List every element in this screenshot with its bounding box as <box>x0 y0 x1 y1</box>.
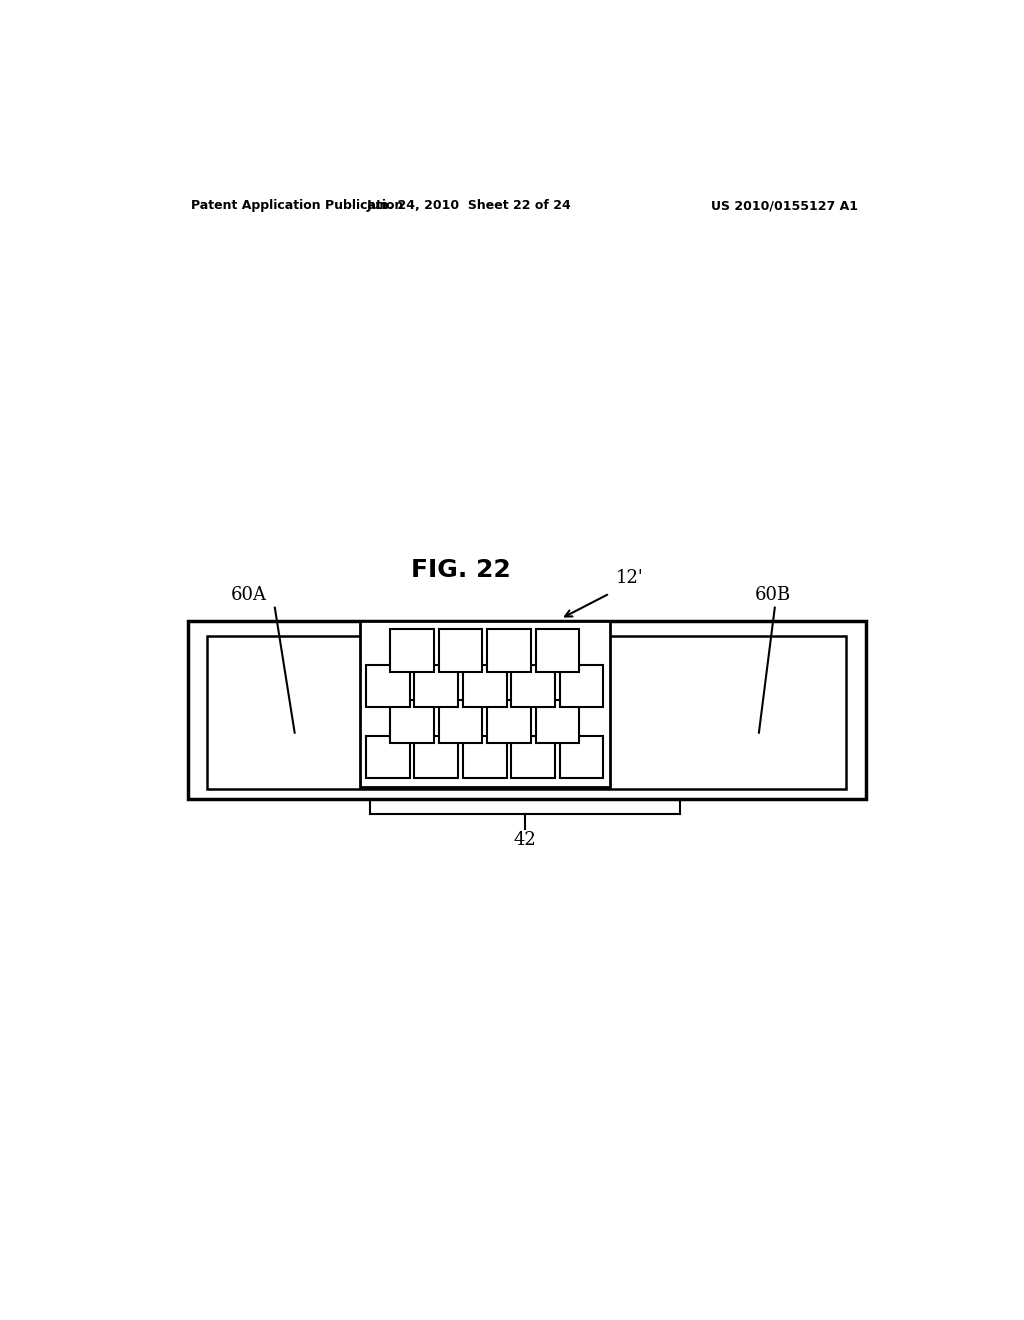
Text: Jun. 24, 2010  Sheet 22 of 24: Jun. 24, 2010 Sheet 22 of 24 <box>367 199 571 213</box>
Text: FIG. 22: FIG. 22 <box>412 558 511 582</box>
Bar <box>438 700 482 743</box>
Bar <box>367 664 410 708</box>
Text: Patent Application Publication: Patent Application Publication <box>191 199 403 213</box>
Text: US 2010/0155127 A1: US 2010/0155127 A1 <box>711 199 858 213</box>
Bar <box>207 636 846 788</box>
Bar <box>415 735 458 779</box>
Bar <box>487 630 530 672</box>
Bar <box>367 735 410 779</box>
Bar <box>511 735 555 779</box>
Text: 60B: 60B <box>755 586 792 603</box>
Bar <box>359 620 609 787</box>
Bar <box>560 735 603 779</box>
Bar <box>390 700 434 743</box>
Bar <box>536 630 580 672</box>
Bar <box>511 664 555 708</box>
Text: 12': 12' <box>616 569 644 587</box>
Bar <box>438 630 482 672</box>
Text: 42: 42 <box>513 832 537 849</box>
Bar <box>463 664 507 708</box>
Bar <box>390 630 434 672</box>
Bar <box>187 620 866 799</box>
Bar <box>415 664 458 708</box>
Bar <box>487 700 530 743</box>
Bar <box>463 735 507 779</box>
Bar <box>536 700 580 743</box>
Bar <box>560 664 603 708</box>
Text: 60A: 60A <box>231 586 267 603</box>
